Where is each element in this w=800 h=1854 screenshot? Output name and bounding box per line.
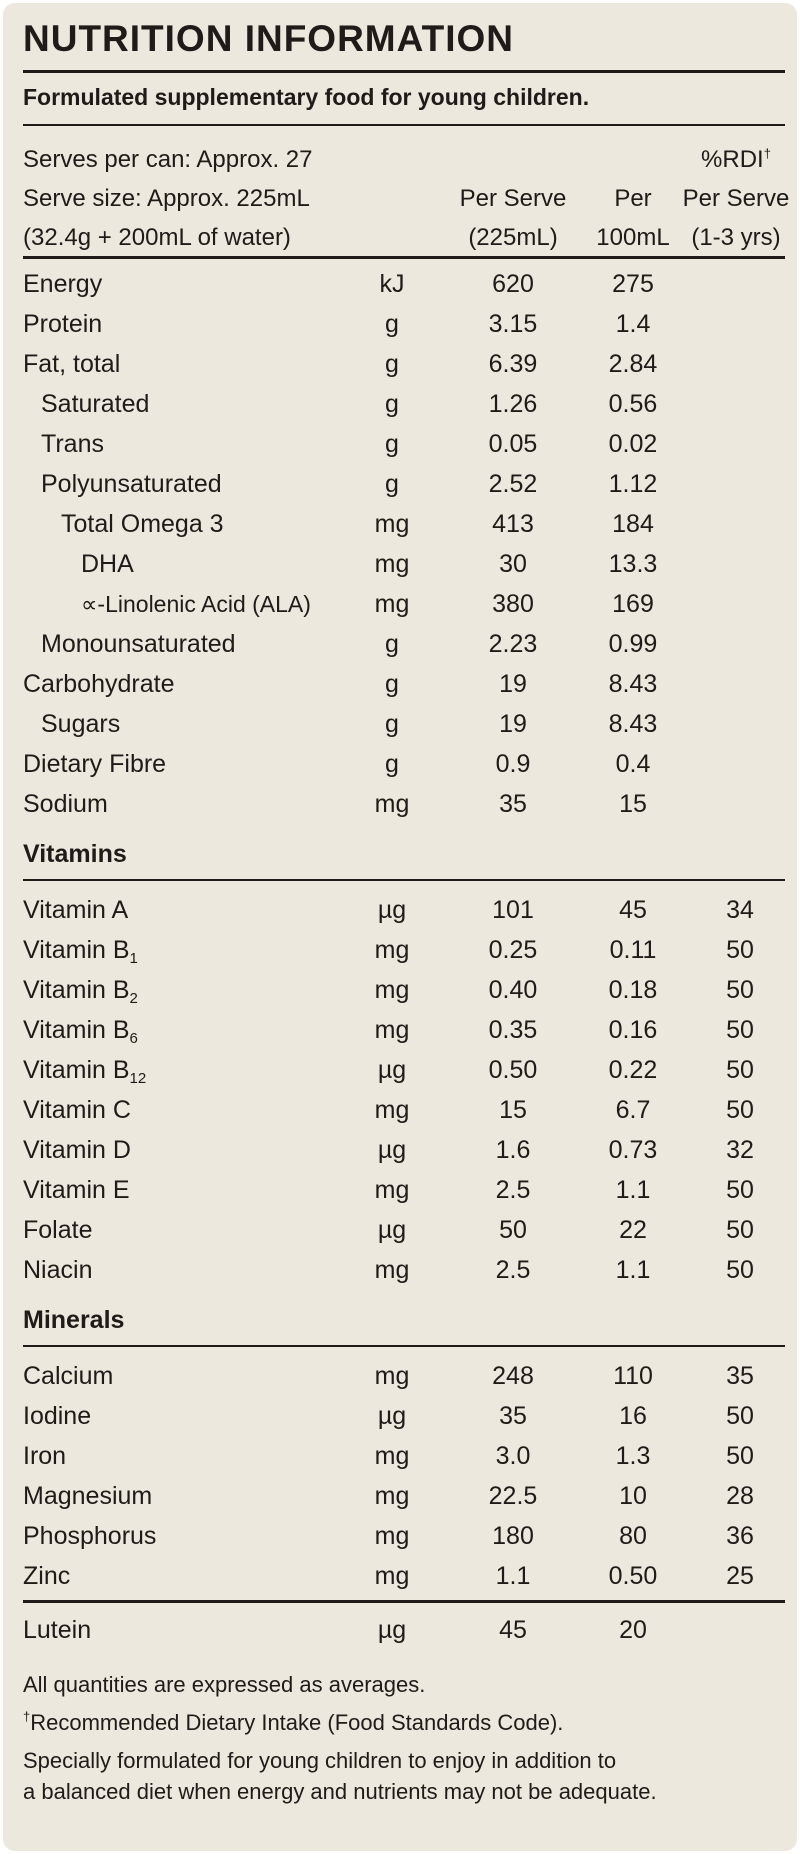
subtitle: Formulated supplementary food for young … — [23, 84, 590, 110]
minerals-bottom-rule — [23, 1600, 785, 1603]
nutrition-panel: NUTRITION INFORMATION Formulated supplem… — [3, 3, 797, 1851]
mineral-row-phosphorus: Phosphorus mg 180 80 36 — [23, 1522, 754, 1550]
vitamin-row-a: Vitamin A µg 101 45 34 — [23, 896, 754, 924]
vitamins-rule — [23, 879, 785, 881]
nutrient-row-ala: ∝-Linolenic Acid (ALA) mg 380 169 — [81, 590, 654, 618]
nutrient-row-lutein: Lutein µg 45 20 — [23, 1616, 647, 1644]
formulated-note-line-2: a balanced diet when energy and nutrient… — [23, 1779, 657, 1804]
nutrient-row-sugars: Sugars g 19 8.43 — [41, 710, 658, 738]
minerals-heading: Minerals — [23, 1306, 125, 1334]
mineral-row-iodine: Iodine µg 35 16 50 — [23, 1402, 754, 1430]
mineral-row-zinc: Zinc mg 1.1 0.50 25 — [23, 1562, 754, 1590]
nutrient-row-carbohydrate: Carbohydrate g 19 8.43 — [23, 670, 658, 698]
rdi-footnote: †Recommended Dietary Intake (Food Standa… — [23, 1709, 564, 1735]
nutrient-row-protein: Protein g 3.15 1.4 — [23, 310, 651, 338]
vitamin-row-b2: Vitamin B2 mg 0.40 0.18 50 — [23, 976, 754, 1007]
vitamin-row-b6: Vitamin B6 mg 0.35 0.16 50 — [23, 1016, 754, 1047]
averages-note: All quantities are expressed as averages… — [23, 1672, 426, 1697]
col-header-rdi: %RDI† Per Serve (1-3 yrs) — [682, 146, 790, 251]
vitamin-row-d: Vitamin D µg 1.6 0.73 32 — [23, 1136, 754, 1164]
vitamin-row-e: Vitamin E mg 2.5 1.1 50 — [23, 1176, 754, 1204]
mineral-row-calcium: Calcium mg 248 110 35 — [23, 1362, 754, 1390]
col-header-per-100ml: Per 100mL — [596, 185, 670, 251]
nutrient-row-energy: Energy kJ 620 275 — [23, 270, 654, 298]
page-title: NUTRITION INFORMATION — [23, 18, 514, 59]
nutrient-row-trans: Trans g 0.05 0.02 — [41, 430, 658, 458]
title-rule — [23, 70, 785, 73]
serve-size: Serve size: Approx. 225mL — [23, 185, 310, 212]
serving-info: Serves per can: Approx. 27 Serve size: A… — [23, 140, 313, 257]
rdi-dagger: † — [763, 146, 771, 161]
minerals-rule — [23, 1345, 785, 1347]
nutrient-row-monounsaturated: Monounsaturated g 2.23 0.99 — [41, 630, 658, 658]
col-header-per-serve: Per Serve (225mL) — [459, 185, 567, 251]
vitamin-row-b1: Vitamin B1 mg 0.25 0.11 50 — [23, 936, 754, 967]
nutrient-row-fat-total: Fat, total g 6.39 2.84 — [23, 350, 658, 378]
serve-detail: (32.4g + 200mL of water) — [23, 224, 291, 251]
vitamin-row-b12: Vitamin B12 µg 0.50 0.22 50 — [23, 1056, 754, 1087]
nutrient-row-sodium: Sodium mg 35 15 — [23, 790, 647, 818]
vitamin-row-folate: Folate µg 50 22 50 — [23, 1216, 754, 1244]
nutrient-row-dha: DHA mg 30 13.3 — [81, 550, 658, 578]
mineral-row-magnesium: Magnesium mg 22.5 10 28 — [23, 1482, 754, 1510]
vitamin-row-c: Vitamin C mg 15 6.7 50 — [23, 1096, 754, 1124]
vitamins-heading: Vitamins — [23, 840, 127, 868]
serves-per-can: Serves per can: Approx. 27 — [23, 146, 313, 173]
rdi-footnote-dagger: † — [23, 1709, 31, 1724]
formulated-note-line-1: Specially formulated for young children … — [23, 1748, 617, 1773]
nutrient-row-polyunsaturated: Polyunsaturated g 2.52 1.12 — [41, 470, 658, 498]
subtitle-rule — [23, 124, 785, 126]
header-rule — [23, 256, 785, 259]
nutrient-row-omega-3: Total Omega 3 mg 413 184 — [61, 510, 654, 538]
vitamin-row-niacin: Niacin mg 2.5 1.1 50 — [23, 1256, 754, 1284]
nutrient-row-saturated: Saturated g 1.26 0.56 — [41, 390, 658, 418]
nutrient-row-dietary-fibre: Dietary Fibre g 0.9 0.4 — [23, 750, 651, 778]
mineral-row-iron: Iron mg 3.0 1.3 50 — [23, 1442, 754, 1470]
